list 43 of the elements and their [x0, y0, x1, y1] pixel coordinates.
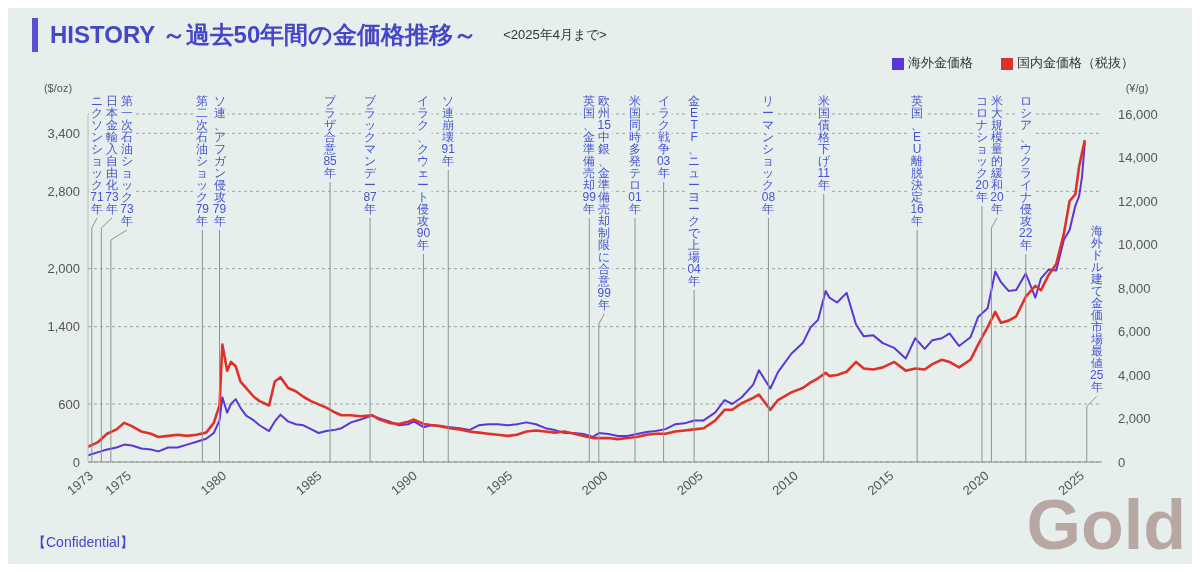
- text: 【Confidential】: [32, 534, 134, 552]
- y-tick-label: 2,800: [47, 183, 80, 199]
- text: 米国同時多発テロ01年: [628, 93, 642, 216]
- ref-line-label: ソ連崩壊91年: [441, 93, 456, 168]
- ref-line-label: イラク戦争03年: [656, 93, 671, 180]
- y-tick-label: 600: [58, 396, 80, 412]
- chart-title: HISTORY ～過去50年間の金価格推移～: [50, 20, 478, 50]
- text: 英国、EU離脱決定16年: [910, 93, 924, 228]
- y-axis-title: ($/oz): [43, 82, 73, 94]
- y-tick-label: 3,400: [47, 125, 80, 141]
- y2-tick-label: 14,000: [1118, 150, 1158, 166]
- y-tick-label: 1,400: [47, 319, 80, 335]
- y2-tick-label: 6,000: [1118, 324, 1151, 340]
- y2-tick-label: 16,000: [1118, 106, 1158, 122]
- ref-line-label: 米国債格下げ11年: [816, 93, 831, 192]
- y2-tick-label: 0: [1118, 454, 1126, 470]
- ref-line-label: プラザ合意85年: [323, 93, 338, 180]
- text: ニクソンショック71年: [90, 93, 104, 216]
- text: ロシア、ウクライナ侵攻22年: [1019, 93, 1033, 252]
- y2-tick-label: 10,000: [1118, 237, 1158, 253]
- text: 日本金輸入自由化73年: [105, 93, 119, 216]
- y-tick-label: 0: [72, 454, 80, 470]
- y2-tick-label: 2,000: [1118, 411, 1151, 427]
- y-tick-label: 2,000: [47, 261, 80, 277]
- y2-axis-title: (¥/g): [1125, 82, 1149, 94]
- chart-subtitle: <2025年4月まで>: [503, 26, 607, 44]
- text: 米大規模量的緩和20年: [990, 93, 1004, 216]
- text: 海外ドル建て金価市場最値25年: [1090, 224, 1104, 395]
- text: リーマンショック08年: [761, 93, 776, 216]
- y2-tick-label: 12,000: [1118, 193, 1158, 209]
- text: 英国、金準備売却99年: [582, 93, 596, 216]
- legend-label: 海外金価格: [908, 55, 973, 70]
- text: 第一次石油ショック73年: [120, 93, 134, 228]
- text: ブラックマンデー87年: [363, 93, 377, 216]
- text: 金ETF、ニューヨークで上場04年: [687, 93, 701, 288]
- y2-tick-label: 4,000: [1118, 367, 1151, 383]
- y2-tick-label: 8,000: [1118, 280, 1151, 296]
- text: コロナショック20年: [975, 93, 989, 204]
- text: ソ連、アフガン侵攻79年: [212, 93, 227, 228]
- text: 欧州15中銀、金準備売却制限に合意99年: [597, 93, 611, 312]
- text: イラク、クウェート侵攻90年: [416, 93, 431, 252]
- text: 第二次石油ショック79年: [195, 93, 210, 228]
- legend-label: 国内金価格（税抜）: [1017, 55, 1134, 70]
